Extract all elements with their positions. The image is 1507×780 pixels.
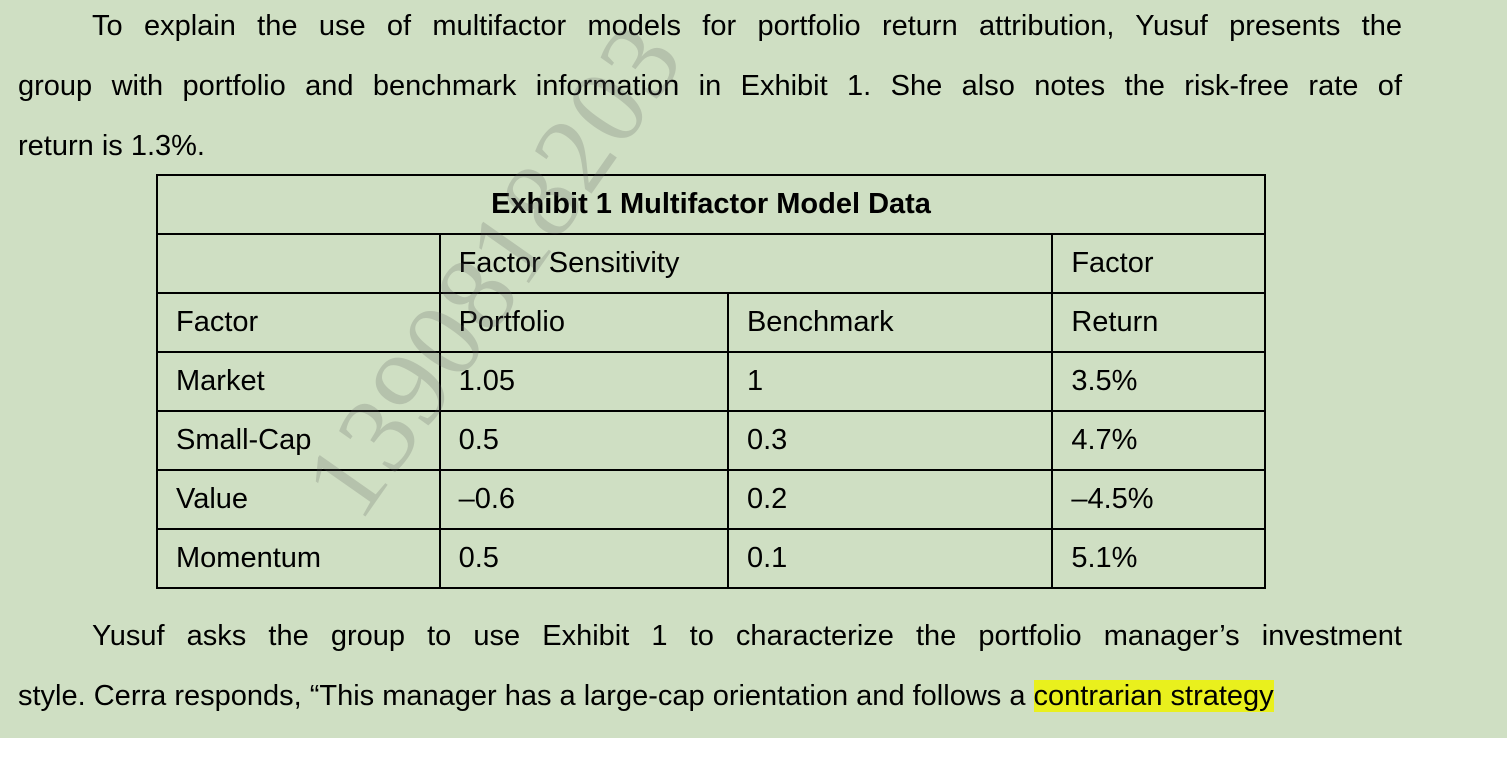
cell-return: 3.5% <box>1051 351 1266 412</box>
document-page: To explain the use of multifactor models… <box>0 0 1507 738</box>
exhibit-1-table: Exhibit 1 Multifactor Model Data Factor … <box>156 174 1266 589</box>
highlighted-text: contrarian strategy <box>1033 680 1274 712</box>
paragraph-2-line-2: style. Cerra responds, “This manager has… <box>18 678 1274 714</box>
header-factor-return-bottom: Return <box>1051 292 1266 353</box>
header-factor: Factor <box>156 292 441 353</box>
header-portfolio: Portfolio <box>438 292 729 353</box>
cell-portfolio: 0.5 <box>438 528 729 589</box>
paragraph-1-line-3: return is 1.3%. <box>18 130 205 162</box>
cell-benchmark: 0.1 <box>726 528 1054 589</box>
cell-benchmark: 0.2 <box>726 469 1054 530</box>
header-benchmark: Benchmark <box>726 292 1054 353</box>
cell-factor: Momentum <box>156 528 441 589</box>
header-factor-return-top: Factor <box>1051 233 1266 294</box>
cell-factor: Small-Cap <box>156 410 441 471</box>
empty-header-cell <box>156 233 441 294</box>
paragraph-1-line-2: group with portfolio and benchmark infor… <box>18 70 1402 102</box>
cell-portfolio: 0.5 <box>438 410 729 471</box>
table-header-row-2: Factor Portfolio Benchmark Return <box>156 292 1266 353</box>
paragraph-2-line-2-text: style. Cerra responds, “This manager has… <box>18 680 1034 712</box>
table-row: Momentum 0.5 0.1 5.1% <box>156 528 1266 589</box>
cell-return: 4.7% <box>1051 410 1266 471</box>
header-factor-sensitivity: Factor Sensitivity <box>438 233 1054 294</box>
table-title-row: Exhibit 1 Multifactor Model Data <box>156 174 1266 235</box>
cell-return: 5.1% <box>1051 528 1266 589</box>
table-row: Small-Cap 0.5 0.3 4.7% <box>156 410 1266 471</box>
table-row: Value –0.6 0.2 –4.5% <box>156 469 1266 530</box>
paragraph-1-line-1: To explain the use of multifactor models… <box>92 10 1402 42</box>
cell-return: –4.5% <box>1051 469 1266 530</box>
paragraph-2-line-1: Yusuf asks the group to use Exhibit 1 to… <box>92 620 1402 652</box>
table-header-row-1: Factor Sensitivity Factor <box>156 233 1266 294</box>
exhibit-title: Exhibit 1 Multifactor Model Data <box>156 174 1266 235</box>
table-row: Market 1.05 1 3.5% <box>156 351 1266 412</box>
cell-benchmark: 1 <box>726 351 1054 412</box>
cell-portfolio: –0.6 <box>438 469 729 530</box>
cell-benchmark: 0.3 <box>726 410 1054 471</box>
cell-factor: Market <box>156 351 441 412</box>
cell-portfolio: 1.05 <box>438 351 729 412</box>
cell-factor: Value <box>156 469 441 530</box>
